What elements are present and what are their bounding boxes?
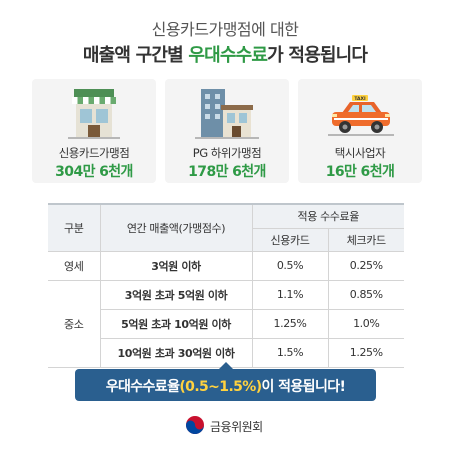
group-small: 영세 (48, 251, 100, 281)
card-pg-merchant: PG 하위가맹점 178만 6천개 (165, 79, 289, 183)
card-label: 신용카드가맹점 (58, 146, 130, 160)
card-label: 택시사업자 (334, 146, 386, 160)
banner-pre: 우대수수료율 (105, 379, 180, 395)
banner-highlight: (0.5~1.5%) (179, 379, 262, 395)
check-rate: 0.85% (327, 280, 404, 310)
header-line2-post: 가 적용됩니다 (267, 45, 368, 66)
buildings-icon (195, 89, 259, 139)
merchant-cards: 신용카드가맹점 304만 6천개 PG 하위가맹점 178만 6천개 TAXI (32, 79, 422, 183)
sales-range: 5억원 초과 10억원 이하 (99, 309, 252, 339)
card-credit-merchant: 신용카드가맹점 304만 6천개 (32, 79, 156, 183)
header-line2: 매출액 구간별 우대수수료가 적용됩니다 (0, 41, 450, 67)
credit-rate: 1.1% (251, 280, 328, 310)
org-name: 금융위원회 (210, 420, 263, 434)
taxi-sign: TAXI (354, 96, 366, 102)
header-fee-group: 적용 수수료율 (251, 203, 404, 229)
card-taxi: TAXI 택시사업자 16만 6천개 (298, 79, 422, 183)
credit-rate: 0.5% (251, 251, 328, 281)
credit-rate: 1.25% (251, 309, 328, 339)
storefront-icon (68, 89, 120, 139)
table-row: 중소 3억원 초과 5억원 이하 1.1% 0.85% (48, 280, 404, 368)
header-line2-pre: 매출액 구간별 (82, 45, 189, 66)
credit-rate: 1.5% (251, 338, 328, 368)
group-medium: 중소 (48, 280, 100, 368)
fee-rate-table: 구분 연간 매출액(가맹점수) 적용 수수료율 신용카드 체크카드 영세 3억원… (48, 203, 404, 368)
footer-logo: 금융위원회 (185, 415, 275, 437)
check-rate: 1.0% (327, 309, 404, 339)
banner-pointer-icon (219, 362, 233, 369)
preferential-rate-banner: 우대수수료율(0.5~1.5%)이 적용됩니다! (75, 362, 376, 401)
card-label: PG 하위가맹점 (192, 146, 262, 160)
header-credit-card: 신용카드 (251, 228, 328, 252)
header-annual-sales: 연간 매출액(가맹점수) (99, 203, 252, 252)
check-rate: 1.25% (327, 338, 404, 368)
card-count: 304만 6천개 (55, 164, 133, 180)
card-count: 178만 6천개 (188, 164, 266, 180)
card-count: 16만 6천개 (325, 164, 395, 180)
check-rate: 0.25% (327, 251, 404, 281)
sales-range: 3억원 이하 (99, 251, 252, 281)
table-row: 5억원 초과 10억원 이하 1.25% 1.0% (48, 309, 404, 339)
header-line1: 신용카드가맹점에 대한 (151, 20, 299, 39)
header-line2-highlight: 우대수수료 (188, 45, 268, 66)
banner-text: 우대수수료율(0.5~1.5%)이 적용됩니다! (75, 376, 376, 396)
taxi-icon: TAXI (328, 95, 394, 136)
header-check-card: 체크카드 (327, 228, 404, 252)
table-row: 영세 3억원 이하 0.5% 0.25% (48, 251, 404, 281)
header-category: 구분 (48, 203, 100, 252)
sales-range: 3억원 초과 5억원 이하 (99, 280, 252, 310)
banner-post: 이 적용됩니다! (261, 379, 346, 395)
taegeuk-emblem-icon (186, 416, 204, 434)
